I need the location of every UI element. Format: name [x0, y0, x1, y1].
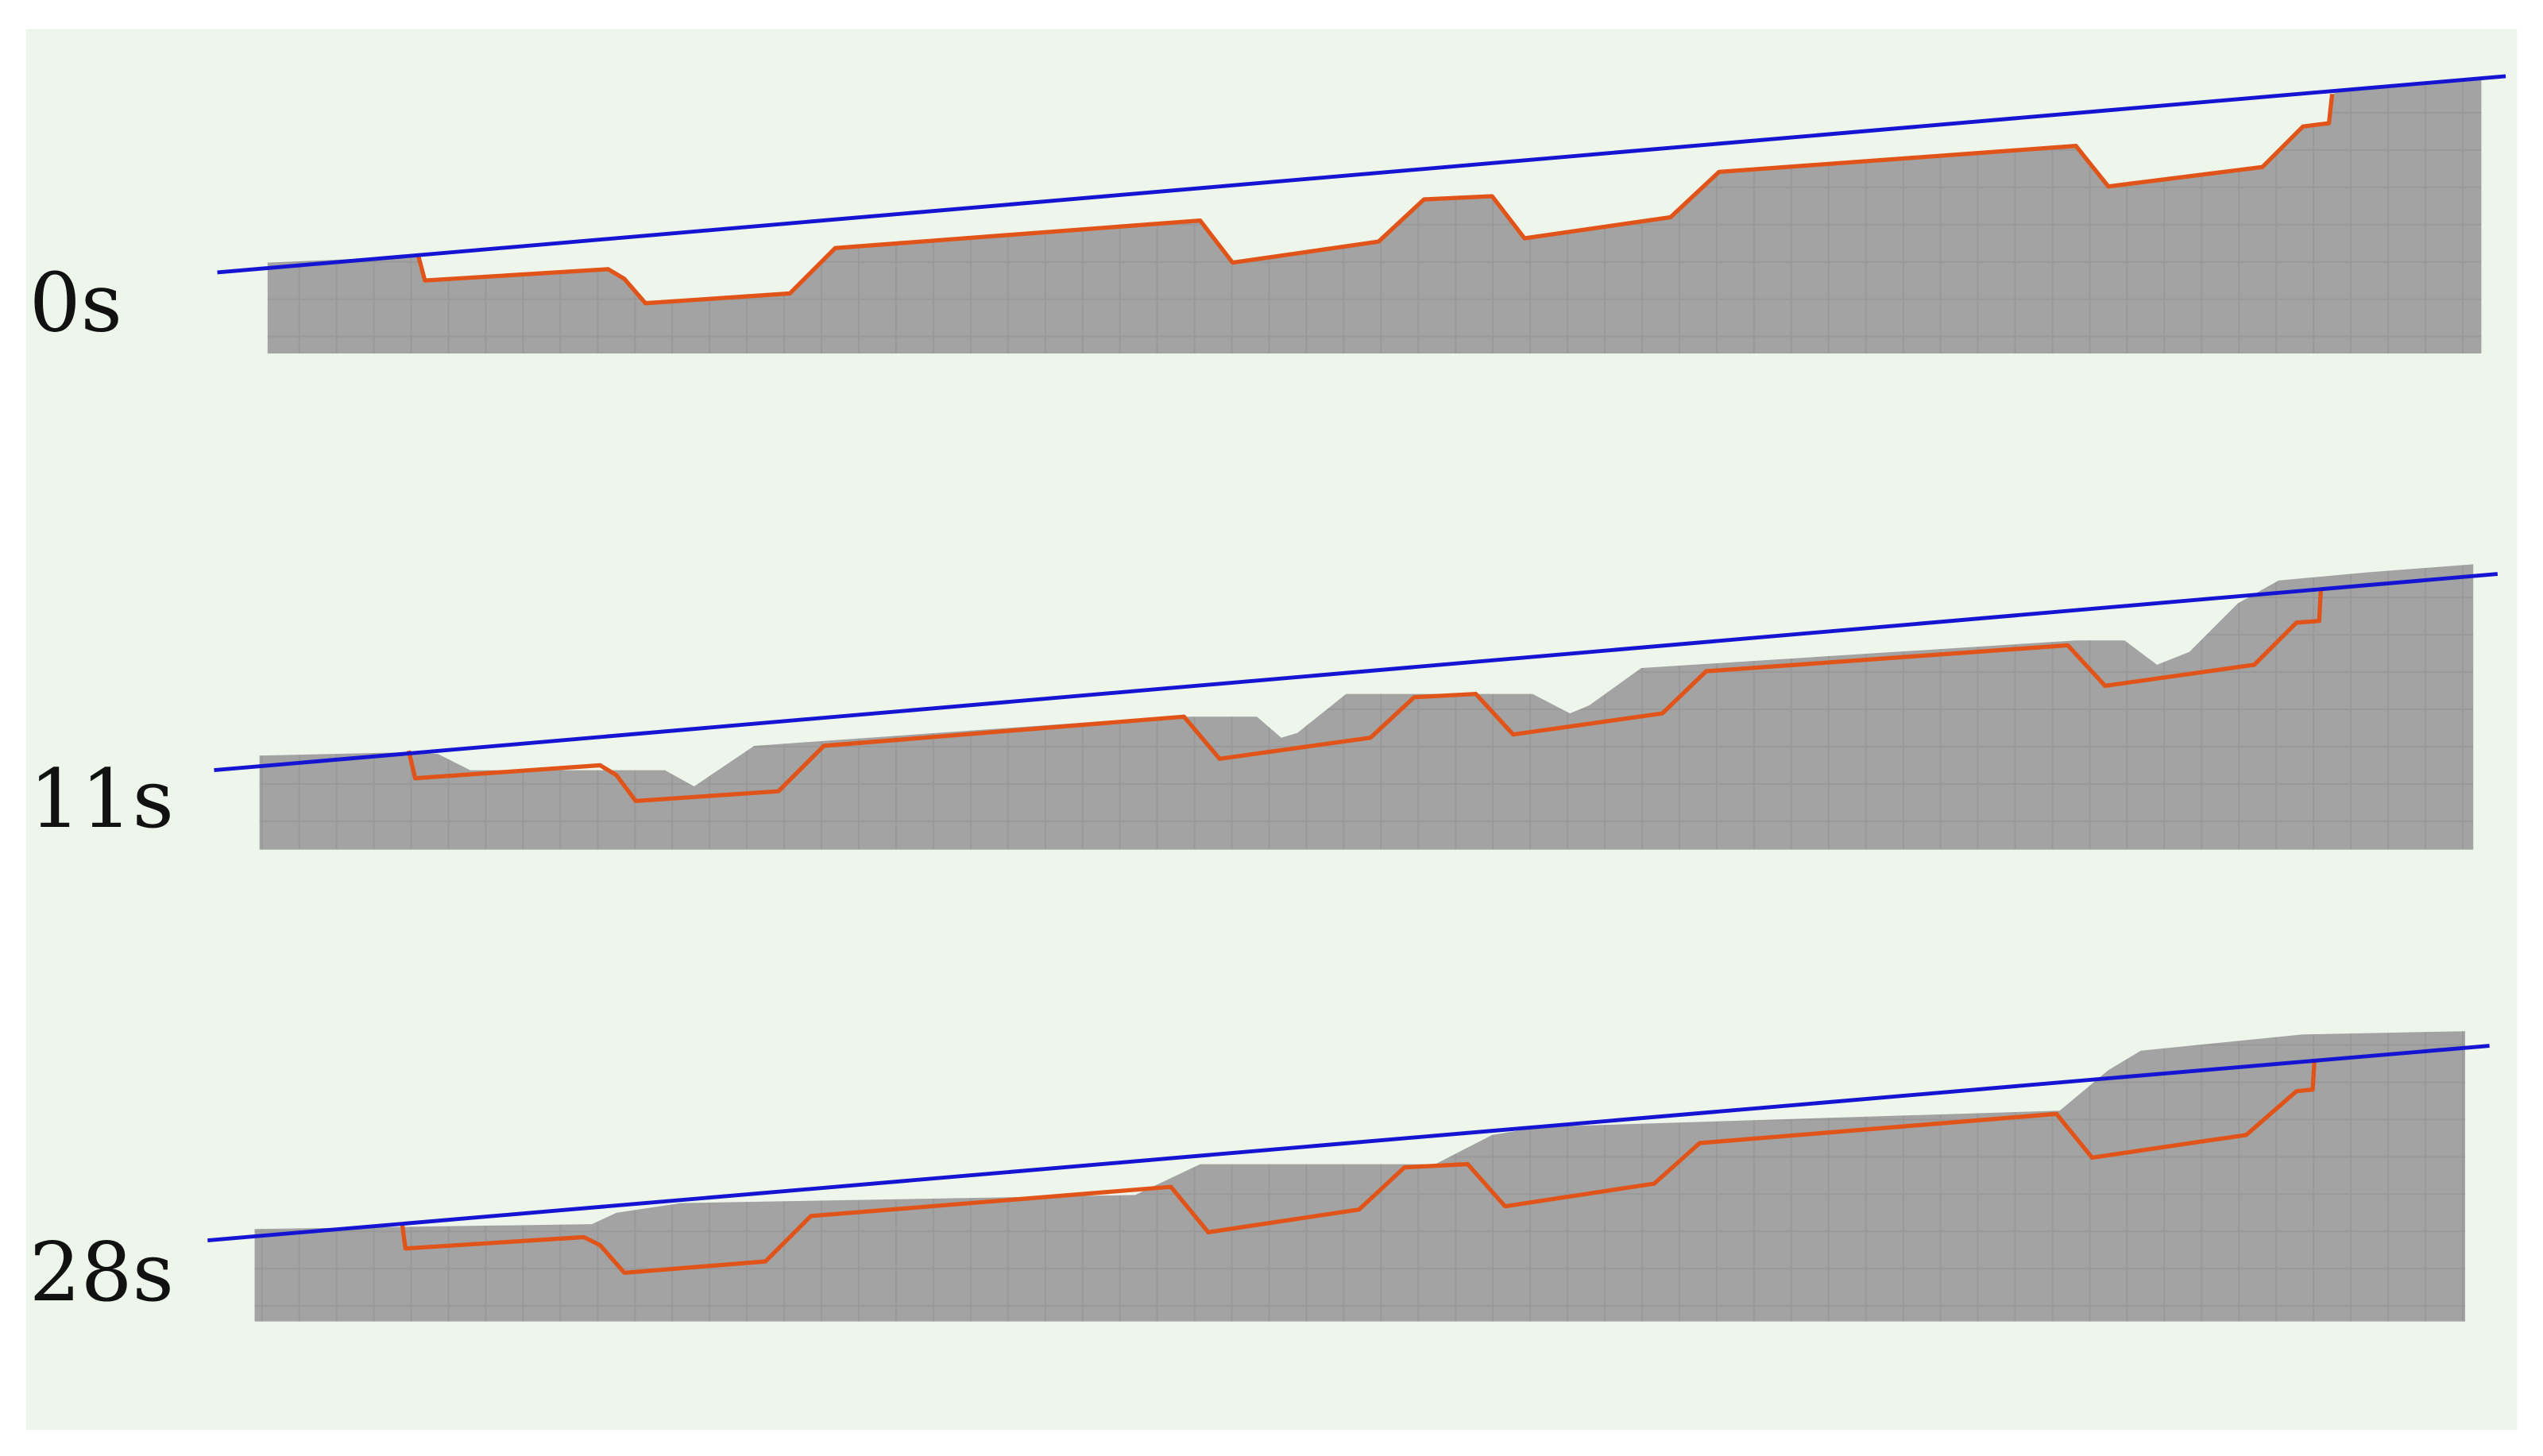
terrain: [254, 1031, 2466, 1322]
path: [416, 94, 2335, 306]
panel: 0s: [29, 74, 2506, 353]
reference-line: [214, 572, 2499, 773]
time-label: 28s: [29, 1226, 174, 1320]
terrain: [267, 77, 2482, 353]
time-label: 0s: [29, 256, 122, 350]
path: [406, 589, 2323, 804]
reference-line: [207, 1044, 2490, 1242]
reference-line: [217, 74, 2506, 275]
panel: 28s: [29, 1031, 2490, 1322]
terrain: [259, 564, 2474, 850]
time-label: 11s: [29, 752, 174, 847]
path: [400, 1061, 2317, 1275]
panel: 11s: [29, 564, 2499, 850]
